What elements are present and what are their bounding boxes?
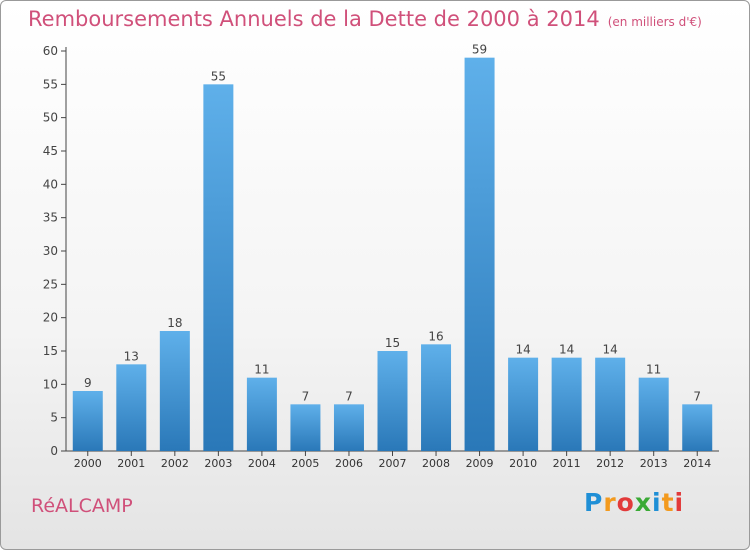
x-tick-label: 2000 (74, 457, 102, 470)
x-tick-label: 2004 (248, 457, 276, 470)
bar-value-label: 9 (84, 376, 92, 390)
logo-letter: i (652, 488, 662, 517)
x-tick-label: 2010 (509, 457, 537, 470)
bars: 9 13 18 55 11 7 7 15 16 59 14 14 14 11 7 (72, 43, 713, 452)
bar (638, 377, 669, 451)
x-tick-label: 2013 (640, 457, 668, 470)
bar (116, 364, 147, 451)
x-tick-label: 2005 (291, 457, 319, 470)
bar (290, 404, 321, 451)
y-tick-label: 60 (43, 44, 58, 58)
logo-letter: t (661, 488, 675, 517)
bar-value-label: 13 (124, 349, 139, 363)
bar (333, 404, 364, 451)
y-tick-label: 15 (43, 344, 58, 358)
bar-value-label: 16 (428, 329, 443, 343)
y-tick-label: 25 (43, 277, 58, 291)
bar-value-label: 14 (515, 343, 530, 357)
bar (159, 331, 190, 451)
bar (464, 57, 495, 452)
bar (508, 357, 539, 451)
y-tick-label: 35 (43, 211, 58, 225)
bar (595, 357, 626, 451)
bar-value-label: 55 (211, 69, 226, 83)
x-axis: 2000 2001 2002 2003 2004 2005 2006 2007 2008 2009… (66, 450, 719, 470)
bar-value-label: 11 (646, 363, 661, 377)
y-tick-label: 40 (43, 177, 58, 191)
x-tick-label: 2009 (466, 457, 494, 470)
y-axis: 0 5 10 15 20 25 30 35 40 45 50 55 60 (43, 44, 67, 458)
bar-value-label: 7 (693, 389, 701, 403)
title-text: Remboursements Annuels de la Dette de 20… (28, 7, 600, 31)
logo-letter: x (634, 488, 652, 517)
bar-value-label: 7 (302, 389, 310, 403)
bar (682, 404, 713, 451)
commune-name: RéALCAMP (31, 495, 133, 517)
bar (421, 344, 452, 451)
bar-value-label: 18 (167, 316, 182, 330)
bar (203, 84, 234, 451)
x-tick-label: 2008 (422, 457, 450, 470)
y-tick-label: 10 (43, 377, 58, 391)
bar-value-label: 7 (345, 389, 353, 403)
y-tick-label: 30 (43, 244, 58, 258)
logo-letter: o (616, 488, 635, 517)
bar (72, 391, 103, 451)
bar-value-label: 14 (603, 343, 618, 357)
bar-value-label: 59 (472, 43, 487, 57)
y-tick-label: 0 (50, 444, 58, 458)
bar-value-label: 11 (254, 363, 269, 377)
x-tick-label: 2012 (596, 457, 624, 470)
y-tick-label: 45 (43, 144, 58, 158)
bar (551, 357, 582, 451)
x-tick-label: 2011 (553, 457, 581, 470)
y-tick-label: 55 (43, 77, 58, 91)
x-tick-label: 2006 (335, 457, 363, 470)
x-tick-label: 2002 (161, 457, 189, 470)
x-tick-label: 2014 (683, 457, 711, 470)
y-tick-label: 50 (43, 111, 58, 125)
logo-letter: r (603, 488, 617, 517)
chart-title: Remboursements Annuels de la Dette de 20… (28, 7, 702, 31)
proxiti-logo: Proxiti (584, 488, 684, 517)
bar (246, 377, 277, 451)
bar-value-label: 14 (559, 343, 574, 357)
logo-letter: P (584, 488, 604, 517)
x-tick-label: 2007 (379, 457, 407, 470)
bar (377, 351, 408, 451)
x-tick-label: 2001 (117, 457, 145, 470)
unit-label: (en milliers d'€) (607, 15, 702, 29)
y-tick-label: 20 (43, 311, 58, 325)
y-tick-label: 5 (50, 411, 58, 425)
logo-letter: i (674, 488, 685, 517)
bar-value-label: 15 (385, 336, 400, 350)
x-tick-label: 2003 (204, 457, 232, 470)
